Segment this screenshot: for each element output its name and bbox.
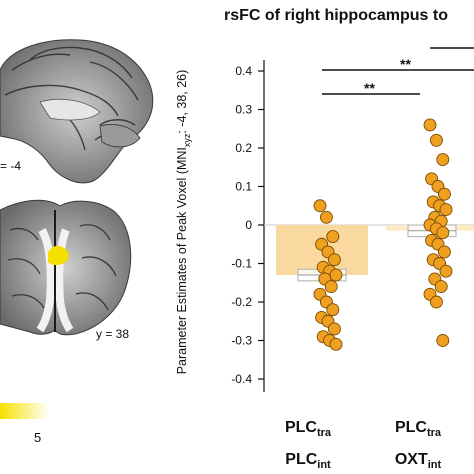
y-axis-label: Parameter Estimates of Peak Voxel (MNIxy… (175, 70, 192, 375)
significance-middle: ** (364, 80, 375, 96)
y-tick-label: -0.2 (231, 295, 252, 309)
data-point (429, 133, 443, 147)
colorbar: 5 (0, 403, 50, 445)
coronal-coordinate-label: y = 38 (96, 327, 129, 341)
significance-brackets: ** ** (322, 47, 474, 96)
sagittal-coordinate-label: = -4 (0, 159, 21, 173)
y-tick-label: 0.2 (235, 141, 252, 155)
data-point (326, 303, 340, 317)
data-point (329, 337, 343, 351)
activation-cluster (48, 245, 69, 265)
data-point (326, 230, 340, 244)
y-axis-label-sub: xyz (182, 133, 192, 147)
y-tick-label: 0.4 (235, 64, 252, 78)
x-label-main: PLC (285, 419, 317, 436)
y-tick-label: -0.4 (231, 372, 252, 386)
x-label-group-2-line1: PLCtra (395, 419, 442, 439)
y-axis-label-tail: : -4, 38, 26) (175, 70, 189, 134)
significance-top: ** (400, 56, 411, 72)
x-label-sub: tra (427, 427, 442, 439)
x-label-sub: int (428, 459, 442, 471)
x-label-sub: tra (317, 427, 332, 439)
colorbar-max-label: 5 (34, 430, 41, 445)
data-point (327, 253, 341, 267)
data-point (436, 334, 450, 347)
x-label-main: PLC (285, 451, 317, 468)
data-point (439, 264, 453, 278)
data-points (313, 118, 453, 351)
y-tick-label: -0.3 (231, 334, 252, 348)
chart-title: rsFC of right hippocampus to (224, 7, 448, 24)
x-label-main: OXT (395, 451, 428, 468)
sagittal-brain-slice: = -4 (0, 39, 154, 184)
data-point (319, 210, 333, 224)
y-tick-label: 0 (245, 218, 252, 232)
y-ticks: 0.4 0.3 0.2 0.1 0 -0.1 -0.2 -0.3 -0.4 (231, 64, 264, 386)
data-point (436, 226, 450, 240)
x-label-group-1-line2: PLCint (285, 451, 331, 471)
y-tick-label: 0.3 (235, 103, 252, 117)
y-tick-label: 0.1 (235, 180, 252, 194)
data-point (436, 153, 450, 167)
x-label-sub: int (317, 459, 331, 471)
data-point (437, 187, 451, 201)
y-axis-label-main: Parameter Estimates of Peak Voxel (MNI (175, 147, 189, 374)
data-point (429, 295, 443, 309)
x-label-group-1-line1: PLCtra (285, 419, 332, 439)
data-point (437, 245, 451, 259)
data-point (423, 118, 437, 132)
data-point (439, 203, 453, 217)
data-point (324, 280, 338, 294)
y-tick-label: -0.1 (231, 257, 252, 271)
x-label-main: PLC (395, 419, 427, 436)
coronal-brain-slice: y = 38 (0, 199, 132, 341)
data-point (327, 322, 341, 336)
x-label-group-2-line2: OXTint (395, 451, 442, 471)
data-point (329, 268, 343, 282)
bar-chart: 0.4 0.3 0.2 0.1 0 -0.1 -0.2 -0.3 -0.4 ** ** Para… (175, 47, 474, 471)
data-point (313, 199, 327, 213)
data-point (434, 280, 448, 294)
